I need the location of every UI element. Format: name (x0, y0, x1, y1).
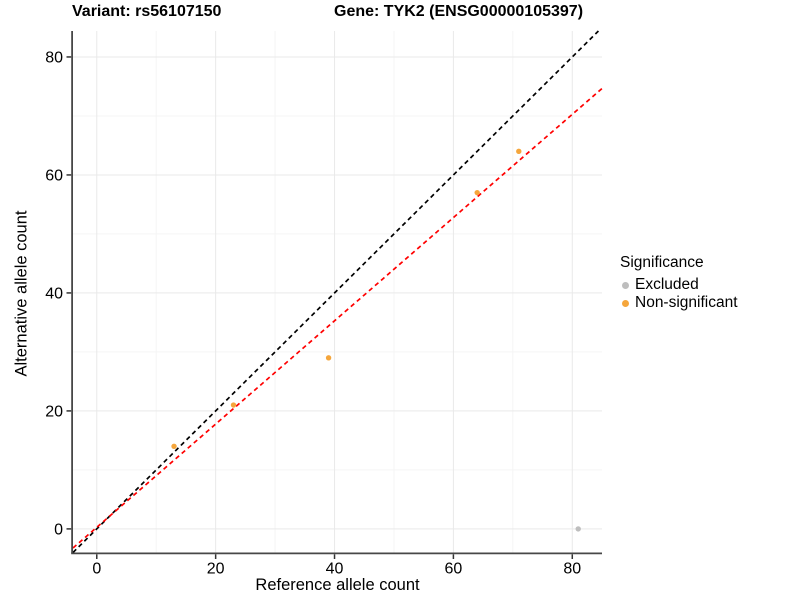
y-tick-label: 0 (54, 521, 63, 538)
plot-title-variant: Variant: rs56107150 (72, 3, 222, 20)
y-tick-label: 60 (45, 167, 63, 184)
x-tick-label: 80 (563, 561, 581, 578)
legend-label-excluded: Excluded (635, 276, 699, 293)
identity-line (72, 30, 600, 554)
y-tick-label: 40 (45, 285, 63, 302)
data-point-non-significant (325, 355, 332, 361)
x-tick-label: 40 (326, 561, 344, 578)
plot-title-gene: Gene: TYK2 (ENSG00000105397) (334, 3, 584, 20)
data-point-non-significant (171, 443, 177, 450)
x-tick-label: 60 (445, 561, 463, 578)
data-point-non-significant (516, 148, 522, 155)
data-point-non-significant (474, 189, 480, 196)
y-tick-label: 20 (45, 403, 63, 420)
y-tick-label: 80 (45, 49, 63, 66)
legend-title: Significance (620, 254, 704, 271)
data-point-excluded (575, 526, 581, 532)
x-axis-title: Reference allele count (255, 576, 420, 594)
legend-entry-non-significant: Non-significant (620, 294, 738, 312)
legend-swatch-non-significant-icon (622, 299, 629, 307)
legend-swatch-excluded-icon (622, 281, 629, 289)
legend: Significance Excluded Non-significant (620, 254, 738, 312)
x-tick-label: 20 (207, 561, 225, 578)
data-point-non-significant (230, 402, 237, 408)
legend-entry-excluded: Excluded (620, 276, 738, 294)
fit-line (72, 87, 603, 549)
y-axis-title: Alternative allele count (12, 210, 31, 377)
x-tick-label: 0 (92, 561, 101, 578)
legend-label-non-significant: Non-significant (635, 294, 738, 311)
